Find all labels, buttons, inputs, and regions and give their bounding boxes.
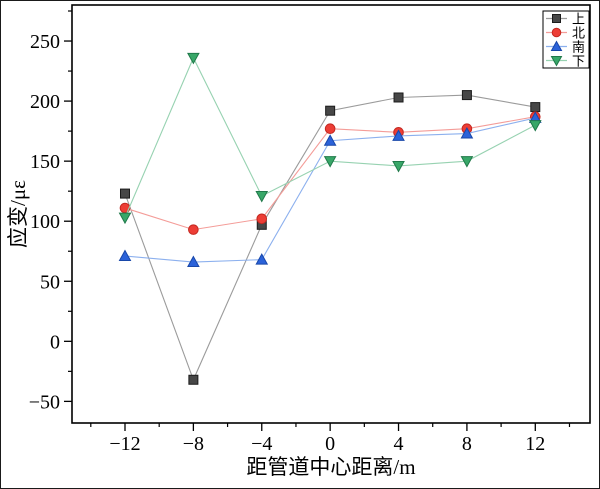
triangle-up-marker	[118, 249, 132, 262]
triangle-down-marker	[323, 156, 337, 168]
triangle-down-marker	[187, 52, 200, 65]
x-tick-label: −4	[251, 433, 272, 455]
triangle-up-marker	[460, 126, 474, 139]
series-南	[118, 111, 542, 268]
x-tick-label: 0	[325, 433, 335, 455]
x-tick-label: −12	[109, 433, 140, 455]
y-tick-label: 50	[40, 271, 60, 293]
triangle-up-marker	[392, 129, 405, 141]
legend-box	[542, 10, 590, 69]
circle-marker	[119, 202, 131, 214]
square-marker	[461, 90, 472, 101]
legend-label: 北	[572, 26, 585, 41]
series-上	[119, 90, 541, 385]
triangle-down-marker	[118, 212, 132, 225]
x-tick-label: 12	[525, 433, 545, 455]
triangle-down-marker	[550, 56, 563, 67]
x-tick-label: 4	[394, 433, 404, 455]
y-tick-label: −50	[29, 391, 60, 413]
triangle-up-marker	[323, 134, 337, 146]
plot-frame	[71, 4, 591, 424]
triangle-up-marker	[550, 40, 563, 51]
circle-marker	[188, 224, 199, 235]
x-tick-label: −8	[183, 433, 204, 455]
y-tick-label: 100	[30, 211, 60, 233]
x-axis-title: 距管道中心距离/m	[246, 455, 416, 479]
square-marker	[552, 14, 561, 23]
square-marker	[393, 92, 404, 103]
axes: −12 −8 −4 0 4 8 12 −50 0 50 100 150 200 250	[29, 10, 571, 455]
square-marker	[119, 188, 130, 199]
square-marker	[530, 102, 541, 113]
y-axis-title: 应变/με	[6, 180, 30, 248]
triangle-down-marker	[528, 120, 542, 132]
circle-marker	[256, 213, 268, 225]
triangle-down-marker	[392, 160, 405, 173]
triangle-down-marker	[460, 156, 474, 168]
x-tick-label: 8	[462, 433, 472, 455]
circle-marker	[324, 123, 336, 135]
triangle-down-marker	[255, 190, 269, 203]
y-tick-label: 0	[50, 331, 60, 353]
series-北	[119, 111, 541, 235]
square-marker	[188, 374, 199, 385]
y-tick-label: 150	[30, 151, 60, 173]
y-tick-label: 250	[30, 31, 60, 53]
legend-label: 南	[572, 40, 585, 55]
legend-label: 上	[572, 12, 585, 27]
triangle-up-marker	[255, 253, 269, 265]
legend-label: 下	[572, 54, 585, 69]
triangle-up-marker	[187, 255, 200, 268]
square-marker	[325, 105, 336, 116]
series-下	[118, 52, 542, 225]
y-tick-label: 200	[30, 91, 60, 113]
circle-marker	[551, 27, 562, 38]
